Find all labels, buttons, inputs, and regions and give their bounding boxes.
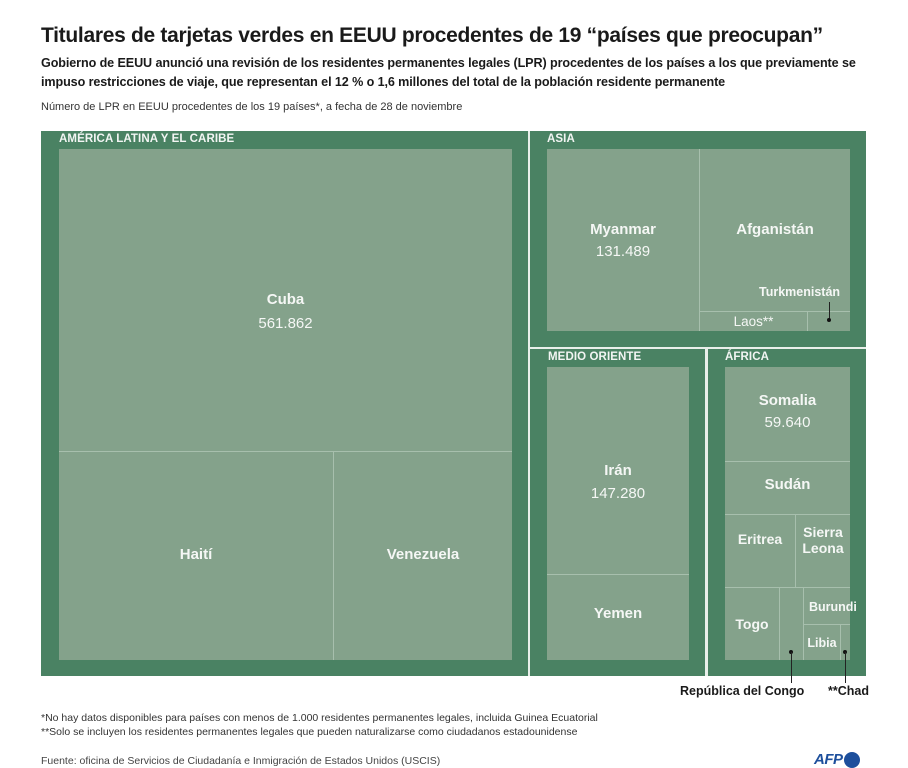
footnote-1: *No hay datos disponibles para países co… [41,712,598,724]
label-congo: República del Congo [680,684,805,698]
tile-eritrea: Eritrea [725,515,795,587]
region-gap [530,347,866,349]
tile-yemen: Yemen [547,575,689,660]
tile-label-sierra-leona-1: Sierra [803,524,843,540]
region-label-africa: ÁFRICA [725,351,770,363]
afp-logo-dot-icon [843,751,860,768]
afp-logo: AFP [814,751,860,768]
tile-label-sudan: Sudán [764,476,811,493]
tile-label-venezuela: Venezuela [386,546,460,563]
chart-title: Titulares de tarjetas verdes en EEUU pro… [41,24,823,47]
tile-label-afganistan: Afganistán [736,221,814,238]
chart-subtitle: Gobierno de EEUU anunció una revisión de… [41,56,856,89]
leader-dot-turkmenistan [827,318,831,322]
region-label-mideast: MEDIO ORIENTE [548,351,642,363]
label-chad: **Chad [828,684,869,698]
tile-value-somalia: 59.640 [764,414,811,431]
tile-cuba: Cuba 561.862 [59,149,512,451]
tile-label-myanmar: Myanmar [590,221,656,238]
divider [807,312,808,331]
tile-burundi: Burundi [804,588,857,624]
tile-label-cuba: Cuba [266,291,305,308]
tile-congo [780,588,803,660]
divider [840,625,841,660]
source-note: Fuente: oficina de Servicios de Ciudadan… [41,755,441,767]
divider [333,451,334,660]
tile-laos: Laos** [700,312,807,331]
tile-haiti: Haití [59,452,333,660]
region-gap [705,349,708,676]
label-turkmenistan: Turkmenistán [759,285,841,299]
tile-afganistan: Afganistán [700,149,850,311]
chart-caption: Número de LPR en EEUU procedentes de los… [41,101,463,113]
tile-label-haiti: Haití [179,546,213,563]
tile-label-libia: Libia [807,636,837,650]
divider [803,588,804,660]
region-label-asia: ASIA [547,133,575,145]
region-gap [528,131,530,676]
tile-somalia: Somalia 59.640 [725,367,850,461]
tile-sierra-leona: Sierra Leona [796,515,850,587]
divider [547,574,689,575]
tile-iran: Irán 147.280 [547,367,689,574]
tile-label-sierra-leona-2: Leona [802,540,844,556]
tile-sudan: Sudán [725,462,850,514]
divider [804,624,850,625]
divider [725,514,850,515]
tile-chad [841,625,850,660]
divider [725,461,850,462]
tile-label-iran: Irán [604,462,632,479]
divider [59,451,512,452]
tile-label-laos: Laos** [733,314,774,329]
leader-line-congo [791,652,792,683]
tile-togo: Togo [725,588,779,660]
divider [699,149,700,331]
divider [795,515,796,587]
afp-logo-text: AFP [814,751,843,768]
divider [700,311,850,312]
divider [779,588,780,660]
tile-label-togo: Togo [735,616,769,632]
tile-label-burundi: Burundi [809,600,857,614]
footnote-2: **Solo se incluyen los residentes perman… [41,726,578,738]
tile-value-cuba: 561.862 [258,315,313,332]
leader-line-chad [845,652,846,683]
tile-label-somalia: Somalia [758,392,817,409]
tile-value-myanmar: 131.489 [595,243,651,260]
tile-value-iran: 147.280 [590,485,646,502]
tile-myanmar: Myanmar 131.489 [547,149,699,331]
tile-libia: Libia [804,625,840,660]
divider [725,587,850,588]
region-label-latam: AMÉRICA LATINA Y EL CARIBE [59,133,235,145]
tile-venezuela: Venezuela [334,452,512,660]
tile-label-yemen: Yemen [593,605,643,622]
leader-line-turkmenistan [829,302,830,320]
tile-label-eritrea: Eritrea [737,531,783,547]
